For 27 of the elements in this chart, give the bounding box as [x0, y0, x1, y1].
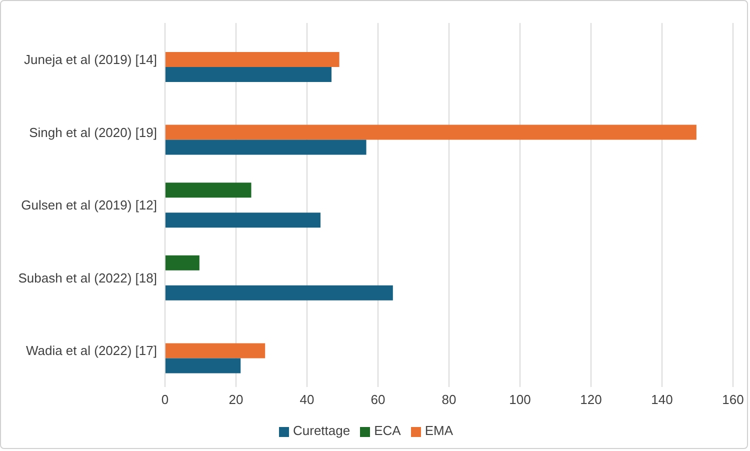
y-tick-label: Singh et al (2020) [19] [29, 124, 157, 140]
y-tick-label: Juneja et al (2019) [14] [24, 52, 157, 68]
y-tick-label: Gulsen et al (2019) [12] [21, 198, 157, 213]
legend-label: ECA [374, 423, 401, 438]
x-tick-label: 40 [300, 392, 314, 408]
bar [165, 67, 332, 82]
bar [165, 52, 340, 67]
bar [165, 285, 393, 300]
x-tick-label: 120 [580, 392, 602, 408]
x-tick-label: 100 [509, 392, 531, 408]
x-tick-label: 0 [161, 392, 169, 408]
bar [165, 182, 252, 198]
x-tick-label: 160 [722, 392, 744, 408]
x-tick-label: 60 [370, 392, 386, 408]
y-tick-label: Subash et al (2022) [18] [18, 270, 157, 286]
bar [165, 255, 200, 270]
bar [165, 124, 696, 140]
x-tick-label: 80 [442, 392, 456, 408]
bar [165, 212, 320, 228]
bar [165, 358, 241, 374]
x-tick-label: 140 [651, 392, 673, 408]
bar [165, 140, 366, 155]
x-tick-label: 20 [228, 392, 244, 408]
bar [165, 343, 266, 358]
legend-label: Curettage [293, 423, 350, 438]
y-tick-label: Wadia et al (2022) [17] [26, 343, 157, 358]
legend-label: EMA [424, 423, 453, 438]
